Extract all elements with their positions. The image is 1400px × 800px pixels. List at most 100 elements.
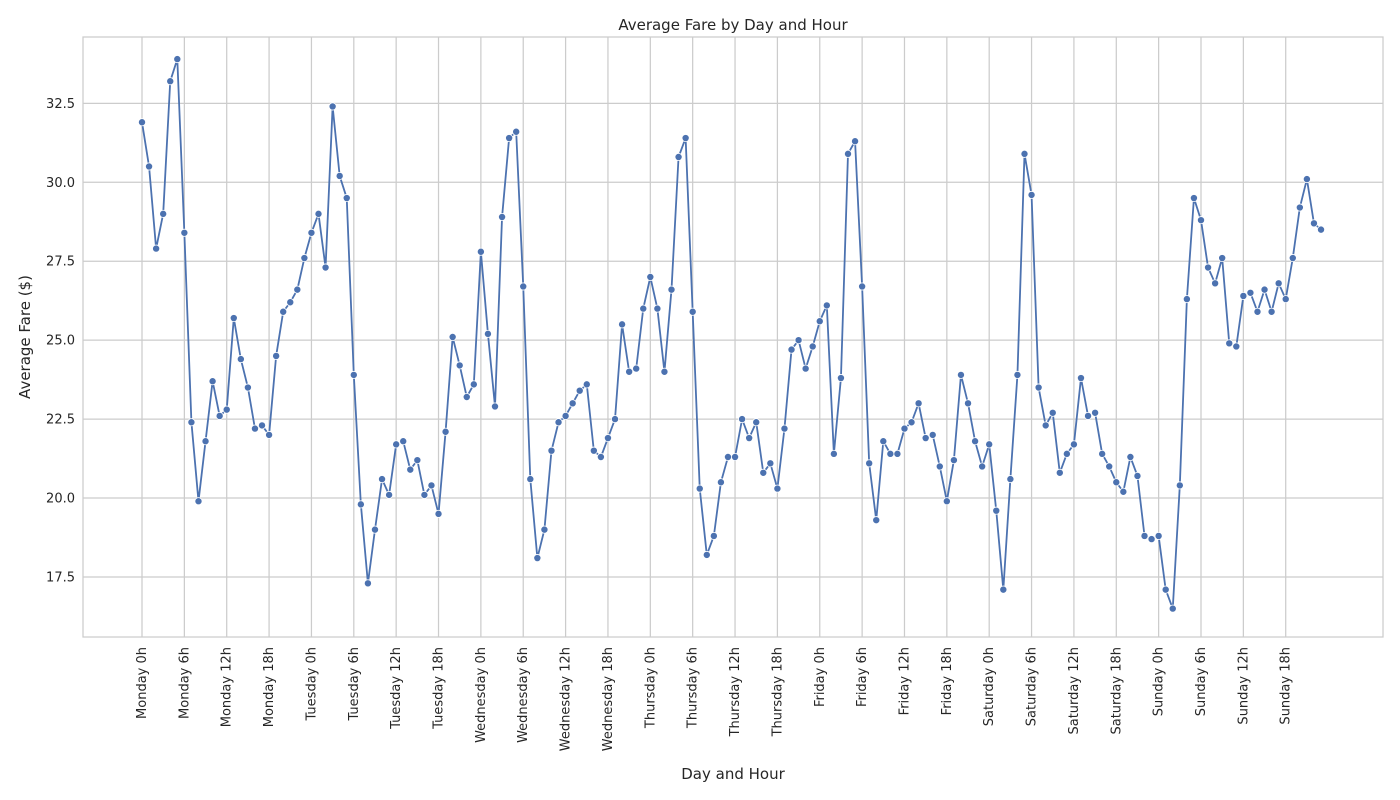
data-point [1013,370,1022,379]
data-point [370,525,379,534]
data-point [1098,449,1107,458]
data-point [159,209,168,218]
data-point [589,446,598,455]
data-point [611,415,620,424]
data-point [166,77,175,86]
data-point [1281,295,1290,304]
x-tick-label: Thursday 6h [686,647,701,729]
x-tick-label: Monday 18h [262,647,277,727]
x-tick-label: Saturday 18h [1109,647,1124,735]
data-point [829,449,838,458]
data-point [307,228,316,237]
data-point [1168,604,1177,613]
series-layer [137,55,1326,613]
data-point [137,118,146,127]
data-point [222,405,231,414]
data-point [568,399,577,408]
data-point [512,127,521,136]
data-point [540,525,549,534]
x-tick-label: Monday 12h [220,647,235,727]
data-point [152,244,161,253]
data-point [427,481,436,490]
data-point [201,437,210,446]
data-point [243,383,252,392]
data-point [1267,307,1276,316]
data-point [1027,190,1036,199]
data-point [321,263,330,272]
data-point [1126,452,1135,461]
data-point [483,329,492,338]
data-point [808,342,817,351]
data-point [844,149,853,158]
data-point [964,399,973,408]
data-point [462,392,471,401]
data-point [1105,462,1114,471]
x-tick-label: Wednesday 12h [559,647,574,751]
data-point [738,415,747,424]
data-point [921,434,930,443]
data-point [1048,408,1057,417]
data-point [702,550,711,559]
data-point [1062,449,1071,458]
x-tick-label: Tuesday 18h [432,647,447,730]
x-tick-label: Friday 6h [855,647,870,707]
data-point [1197,216,1206,225]
data-point [851,137,860,146]
data-point [1041,421,1050,430]
data-point [716,478,725,487]
data-point [229,314,238,323]
data-point [1076,374,1085,383]
x-tick-label: Thursday 12h [728,647,743,737]
data-point [349,370,358,379]
data-point [519,282,528,291]
data-point [1006,475,1015,484]
data-point [363,579,372,588]
data-point [476,247,485,256]
data-point [731,452,740,461]
data-point [385,490,394,499]
data-point [208,377,217,386]
data-point [215,411,224,420]
data-point [314,209,323,218]
data-point [1288,254,1297,263]
x-tick-label: Thursday 18h [770,647,785,737]
data-point [822,301,831,310]
data-point [794,336,803,345]
data-point [180,228,189,237]
x-tick-label: Monday 0h [135,647,150,719]
data-point [935,462,944,471]
data-point [413,456,422,465]
data-point [526,475,535,484]
data-point [392,440,401,449]
data-point [787,345,796,354]
data-point [886,449,895,458]
data-point [618,320,627,329]
data-point [1253,307,1262,316]
data-point [596,452,605,461]
data-point [575,386,584,395]
x-tick-label: Saturday 12h [1067,647,1082,735]
data-point [1161,585,1170,594]
data-point [978,462,987,471]
data-point [1239,291,1248,300]
x-tick-label: Tuesday 12h [389,647,404,730]
x-tick-label: Sunday 6h [1194,647,1209,716]
y-tick-label: 25.0 [46,334,75,349]
data-point [971,437,980,446]
x-tick-label: Tuesday 0h [304,647,319,722]
data-point [928,430,937,439]
data-point [766,459,775,468]
y-tick-label: 20.0 [46,492,75,507]
x-tick-label: Saturday 0h [982,647,997,726]
data-point [378,475,387,484]
data-point [554,418,563,427]
data-point [956,370,965,379]
data-point [985,440,994,449]
data-point [498,212,507,221]
data-point [780,424,789,433]
data-point [674,152,683,161]
data-point [293,285,302,294]
plot-frame [82,36,1384,638]
data-point [646,272,655,281]
